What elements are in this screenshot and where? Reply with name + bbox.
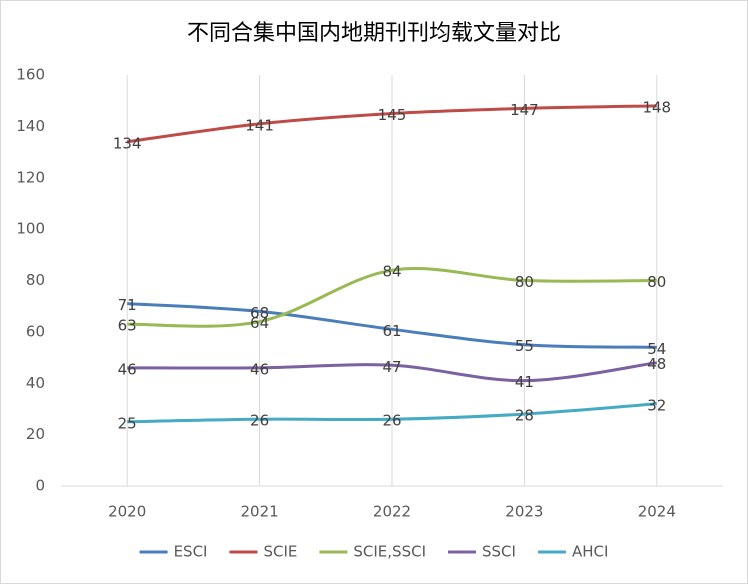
data-label: 32 bbox=[647, 396, 666, 414]
data-label: 80 bbox=[647, 273, 666, 291]
x-tick-label: 2021 bbox=[241, 503, 279, 521]
data-label: 28 bbox=[515, 407, 534, 425]
series-line bbox=[127, 361, 658, 383]
series-line bbox=[127, 302, 657, 349]
data-label: 147 bbox=[510, 101, 539, 119]
data-label: 47 bbox=[382, 358, 401, 376]
x-tick-label: 2023 bbox=[505, 503, 543, 521]
data-label: 48 bbox=[647, 355, 666, 373]
chart-title: 不同合集中国内地期刊刊均载文量对比 bbox=[187, 21, 561, 46]
data-label: 68 bbox=[250, 304, 269, 322]
series-line bbox=[127, 402, 657, 424]
y-tick-label: 0 bbox=[35, 477, 45, 495]
x-tick-label: 2020 bbox=[108, 503, 146, 521]
data-label: 26 bbox=[382, 412, 401, 430]
data-label: 55 bbox=[515, 337, 534, 355]
data-label: 64 bbox=[250, 314, 269, 332]
y-tick-label: 20 bbox=[26, 425, 45, 443]
data-label: 26 bbox=[250, 412, 269, 430]
data-label: 71 bbox=[118, 296, 137, 314]
data-label: 41 bbox=[515, 373, 534, 391]
y-tick-label: 100 bbox=[16, 220, 45, 238]
series-line bbox=[126, 104, 657, 144]
y-tick-label: 80 bbox=[26, 271, 45, 289]
legend-label: SCIE,SSCI bbox=[353, 543, 426, 561]
legend-label: AHCI bbox=[572, 543, 608, 561]
data-label: 134 bbox=[113, 134, 142, 152]
legend-label: SCIE bbox=[263, 543, 297, 561]
y-tick-label: 120 bbox=[16, 168, 45, 186]
data-label: 61 bbox=[382, 322, 401, 340]
series-line bbox=[127, 266, 657, 328]
data-label: 145 bbox=[378, 106, 407, 124]
x-tick-label: 2022 bbox=[373, 503, 411, 521]
legend-label: SSCI bbox=[482, 543, 516, 561]
data-label: 141 bbox=[245, 116, 274, 134]
x-tick-label: 2024 bbox=[638, 503, 676, 521]
data-label: 54 bbox=[647, 340, 666, 358]
data-label: 148 bbox=[642, 98, 671, 116]
y-tick-label: 40 bbox=[26, 374, 45, 392]
y-tick-label: 160 bbox=[16, 66, 45, 84]
data-label: 46 bbox=[250, 360, 269, 378]
data-label: 84 bbox=[382, 263, 401, 281]
y-tick-label: 60 bbox=[26, 322, 45, 340]
data-label: 46 bbox=[118, 360, 137, 378]
data-label: 25 bbox=[118, 414, 137, 432]
legend-label: ESCI bbox=[174, 543, 208, 561]
data-label: 63 bbox=[118, 317, 137, 335]
data-label: 80 bbox=[515, 273, 534, 291]
y-tick-label: 140 bbox=[16, 117, 45, 135]
